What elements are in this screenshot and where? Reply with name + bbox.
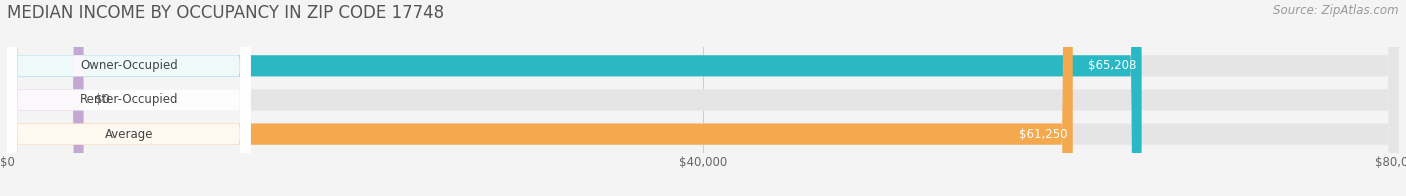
- FancyBboxPatch shape: [7, 0, 1399, 196]
- Text: Renter-Occupied: Renter-Occupied: [80, 93, 179, 106]
- FancyBboxPatch shape: [7, 0, 250, 196]
- Text: $0: $0: [94, 93, 110, 106]
- Text: $61,250: $61,250: [1019, 128, 1067, 141]
- Text: Average: Average: [104, 128, 153, 141]
- FancyBboxPatch shape: [7, 0, 83, 196]
- Text: Owner-Occupied: Owner-Occupied: [80, 59, 177, 72]
- FancyBboxPatch shape: [7, 0, 1399, 196]
- FancyBboxPatch shape: [7, 0, 1142, 196]
- FancyBboxPatch shape: [7, 0, 1073, 196]
- Text: $65,208: $65,208: [1088, 59, 1136, 72]
- FancyBboxPatch shape: [7, 0, 250, 196]
- Text: Source: ZipAtlas.com: Source: ZipAtlas.com: [1274, 4, 1399, 17]
- FancyBboxPatch shape: [7, 0, 1399, 196]
- Text: MEDIAN INCOME BY OCCUPANCY IN ZIP CODE 17748: MEDIAN INCOME BY OCCUPANCY IN ZIP CODE 1…: [7, 4, 444, 22]
- FancyBboxPatch shape: [7, 0, 250, 196]
